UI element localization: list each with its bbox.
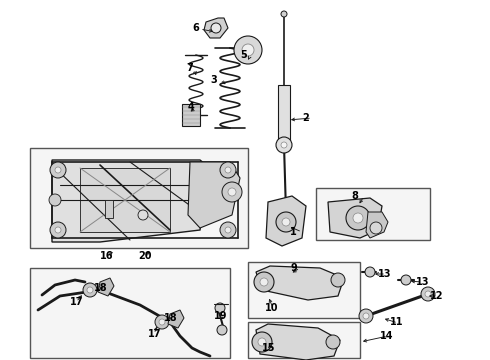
Circle shape (55, 167, 61, 173)
Text: 3: 3 (210, 75, 217, 85)
Circle shape (228, 188, 236, 196)
Bar (30, 148, 248, 248)
Circle shape (220, 222, 236, 238)
Text: 19: 19 (214, 311, 227, 321)
Circle shape (50, 162, 66, 178)
Circle shape (326, 335, 340, 349)
Polygon shape (188, 162, 240, 228)
Polygon shape (98, 278, 114, 296)
Bar (182, 104, 200, 126)
Circle shape (353, 213, 363, 223)
Circle shape (138, 210, 148, 220)
Bar (30, 268, 230, 358)
Text: 10: 10 (265, 303, 278, 313)
Circle shape (276, 137, 292, 153)
Polygon shape (168, 310, 184, 328)
Circle shape (421, 287, 435, 301)
Text: 18: 18 (94, 283, 108, 293)
Polygon shape (256, 266, 344, 300)
Text: 2: 2 (302, 113, 309, 123)
Circle shape (363, 313, 369, 319)
Circle shape (365, 267, 375, 277)
Circle shape (276, 212, 296, 232)
Circle shape (225, 227, 231, 233)
Circle shape (220, 162, 236, 178)
Circle shape (370, 222, 382, 234)
Text: 1: 1 (290, 227, 297, 237)
Bar (278, 85, 290, 140)
Circle shape (155, 315, 169, 329)
Circle shape (159, 319, 165, 325)
Circle shape (359, 309, 373, 323)
Text: 6: 6 (192, 23, 199, 33)
Circle shape (225, 167, 231, 173)
Text: 7: 7 (186, 63, 193, 73)
Circle shape (281, 142, 287, 148)
Polygon shape (204, 18, 228, 38)
Circle shape (222, 182, 242, 202)
Circle shape (217, 325, 227, 335)
Text: 13: 13 (416, 277, 430, 287)
Circle shape (242, 44, 254, 56)
Text: 11: 11 (390, 317, 403, 327)
Polygon shape (266, 196, 306, 246)
Polygon shape (256, 324, 340, 360)
Text: 15: 15 (262, 343, 275, 353)
Polygon shape (52, 160, 210, 242)
Circle shape (211, 23, 221, 33)
Polygon shape (366, 212, 388, 238)
Circle shape (258, 338, 266, 346)
Text: 17: 17 (148, 329, 162, 339)
Circle shape (260, 278, 268, 286)
Polygon shape (80, 168, 170, 232)
Text: 5: 5 (240, 50, 247, 60)
Text: 16: 16 (100, 251, 114, 261)
Circle shape (254, 272, 274, 292)
Circle shape (282, 218, 290, 226)
Circle shape (87, 287, 93, 293)
Text: 14: 14 (380, 331, 393, 341)
Text: 8: 8 (351, 191, 359, 201)
Text: 20: 20 (138, 251, 151, 261)
Circle shape (215, 303, 225, 313)
Text: 18: 18 (164, 313, 177, 323)
Polygon shape (328, 198, 382, 238)
Bar (248, 322, 360, 358)
Text: 12: 12 (430, 291, 443, 301)
Circle shape (281, 11, 287, 17)
Bar (105, 200, 113, 218)
Text: 4: 4 (188, 102, 195, 112)
Bar (316, 188, 430, 240)
Circle shape (50, 222, 66, 238)
Circle shape (49, 194, 61, 206)
Circle shape (252, 332, 272, 352)
Circle shape (331, 273, 345, 287)
Circle shape (55, 227, 61, 233)
Bar (248, 262, 360, 318)
Circle shape (234, 36, 262, 64)
Circle shape (425, 291, 431, 297)
Text: 9: 9 (290, 263, 297, 273)
Circle shape (401, 275, 411, 285)
Text: 13: 13 (378, 269, 392, 279)
Text: 17: 17 (70, 297, 83, 307)
Circle shape (346, 206, 370, 230)
Circle shape (83, 283, 97, 297)
